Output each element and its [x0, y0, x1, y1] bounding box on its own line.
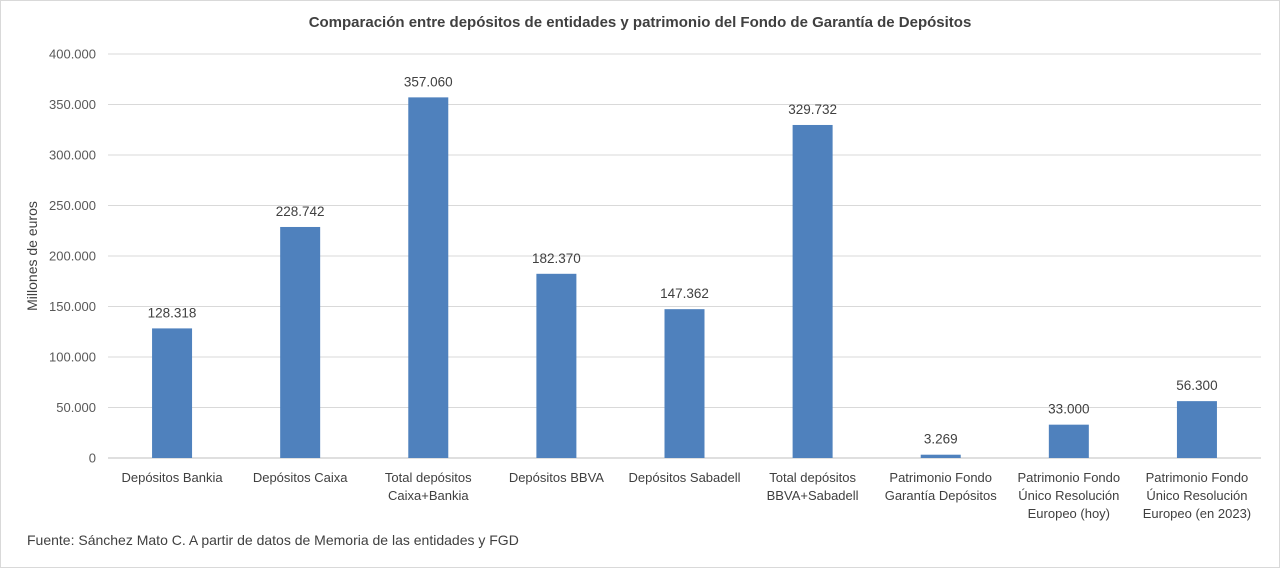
y-tick-label: 250.000 — [49, 198, 96, 213]
source-note: Fuente: Sánchez Mato C. A partir de dato… — [27, 532, 519, 548]
data-label: 3.269 — [924, 432, 958, 447]
data-label: 128.318 — [148, 305, 197, 320]
bar — [792, 124, 833, 459]
y-tick-label: 0 — [89, 451, 96, 466]
y-tick-label: 350.000 — [49, 97, 96, 112]
bar — [536, 273, 577, 458]
y-tick-label: 50.000 — [56, 400, 96, 415]
y-tick-label: 200.000 — [49, 249, 96, 264]
bar — [920, 454, 961, 458]
data-label: 56.300 — [1176, 378, 1217, 393]
y-tick-label: 100.000 — [49, 350, 96, 365]
category-label: Total depósitos Caixa+Bankia — [385, 470, 472, 503]
category-label: Depósitos BBVA — [509, 470, 604, 485]
bar — [664, 309, 705, 458]
category-label: Depósitos Caixa — [253, 470, 348, 485]
category-label: Patrimonio Fondo Único Resolución Europeo … — [1143, 470, 1251, 521]
bar — [408, 97, 449, 459]
y-axis-title: Millones de euros — [24, 201, 40, 311]
bar — [152, 328, 193, 458]
category-label: Patrimonio Fondo Garantía Depósitos — [885, 470, 998, 503]
category-label: Depósitos Bankia — [121, 470, 223, 485]
bar — [280, 226, 321, 458]
data-label: 329.732 — [788, 102, 837, 117]
y-tick-label: 150.000 — [49, 299, 96, 314]
category-label: Patrimonio Fondo Único Resolución Europeo … — [1018, 470, 1121, 521]
category-label: Depósitos Sabadell — [628, 470, 740, 485]
y-tick-label: 300.000 — [49, 148, 96, 163]
data-label: 357.060 — [404, 74, 453, 89]
y-tick-label: 400.000 — [49, 47, 96, 62]
chart-title: Comparación entre depósitos de entidades… — [308, 14, 972, 31]
data-label: 182.370 — [532, 251, 581, 266]
data-label: 33.000 — [1048, 402, 1089, 417]
category-label: Total depósitos BBVA+Sabadell — [767, 470, 859, 503]
data-label: 147.362 — [660, 286, 709, 301]
data-label: 228.742 — [276, 204, 325, 219]
bar — [1176, 401, 1217, 458]
bar — [1048, 424, 1089, 458]
